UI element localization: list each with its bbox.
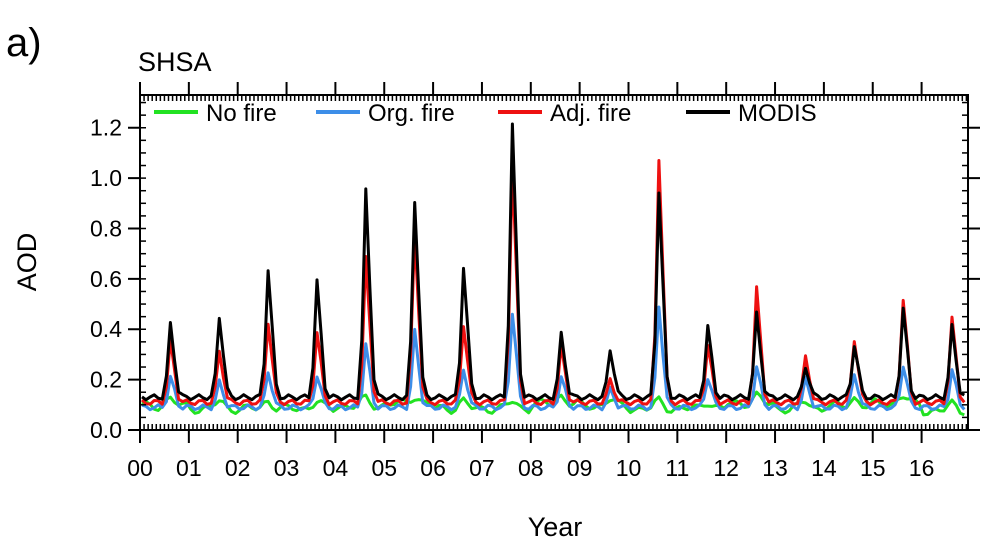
x-tick-label: 02 [225,455,251,481]
x-tick-label: 16 [909,455,935,481]
chart-title: SHSA [138,47,212,77]
axis-ticks: 00 01 02 03 04 05 06 07 08 09 10 11 12 13 14 15 16 0.0 0.2… [90,82,980,481]
x-tick-label: 06 [420,455,446,481]
y-axis-label: AOD [12,233,42,292]
series-line-modis [141,122,966,402]
legend-label: Adj. fire [550,100,631,127]
x-tick-label: 09 [567,455,593,481]
y-tick-label: 0.2 [90,367,122,393]
series-layer [140,122,966,417]
x-tick-label: 13 [762,455,788,481]
legend-label: MODIS [738,100,817,127]
x-tick-label: 00 [127,455,153,481]
y-tick-label: 0.0 [90,417,122,443]
plot-frame [139,94,969,431]
series-line-adj-fire [140,159,966,407]
x-axis-label: Year [528,512,583,542]
panel-label: a) [6,21,42,65]
x-tick-label: 08 [518,455,544,481]
x-tick-label: 15 [860,455,886,481]
x-tick-label: 03 [274,455,300,481]
x-tick-label: 11 [665,455,689,481]
legend-label: Org. fire [368,100,455,127]
x-tick-label: 07 [469,455,495,481]
legend-label: No fire [206,100,277,127]
series-line-org-fire [141,305,966,412]
y-tick-label: 1.0 [90,165,122,191]
x-tick-label: 12 [713,455,739,481]
y-tick-label: 0.4 [90,316,122,342]
y-tick-label: 0.8 [90,215,122,241]
y-tick-label: 0.6 [90,266,122,292]
x-tick-label: 04 [323,455,349,481]
legend: No fire Org. fire Adj. fire MODIS [154,100,817,127]
x-tick-label: 05 [371,455,397,481]
x-tick-label: 14 [811,455,837,481]
x-tick-label: 01 [176,455,202,481]
x-tick-label: 10 [616,455,642,481]
y-tick-label: 1.2 [90,115,122,141]
